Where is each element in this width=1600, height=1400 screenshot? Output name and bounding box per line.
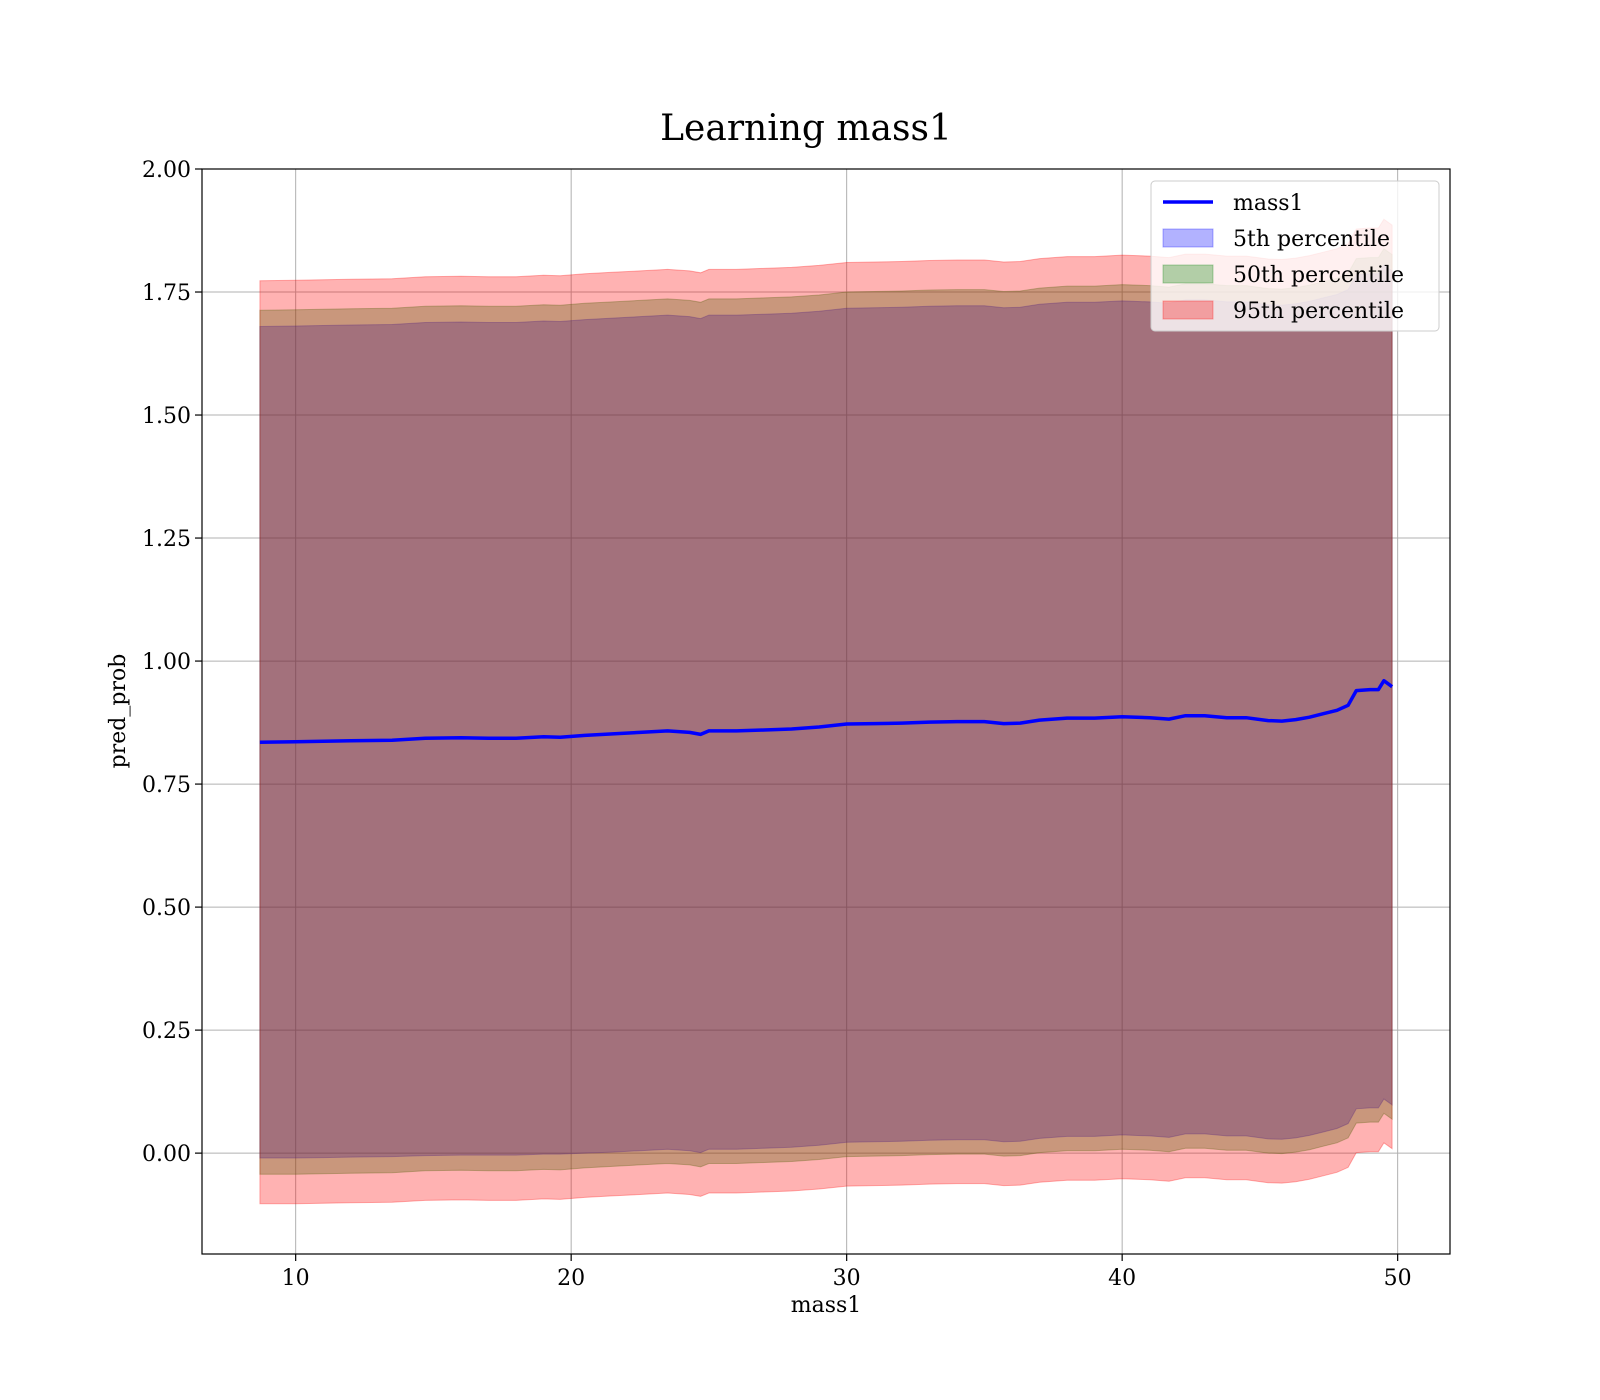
y-tick-label: 0.25 [142, 1019, 191, 1044]
legend-box [1150, 180, 1440, 332]
band-50th-percentile [259, 247, 1393, 1175]
band-5th-percentile [259, 264, 1393, 1159]
series-lines [259, 678, 1394, 745]
line-mass1 [259, 678, 1394, 745]
x-tick-label: 10 [282, 1266, 310, 1291]
y-tick-label: 1.25 [142, 527, 191, 552]
grid [202, 168, 1450, 1254]
legend-label-50th-percentile: 50th percentile [1233, 263, 1404, 288]
y-tick-label: 0.75 [142, 773, 191, 798]
y-tick-label: 2.00 [142, 158, 191, 183]
legend-label-mass1: mass1 [1233, 191, 1304, 216]
x-tick-label: 30 [833, 1266, 861, 1291]
y-tick-label: 0.00 [142, 1142, 191, 1167]
y-tick-label: 1.50 [142, 404, 191, 429]
x-tick-label: 50 [1384, 1266, 1412, 1291]
x-axis-ticks: 10 20 30 40 50 [282, 1254, 1412, 1291]
legend-swatch-5th-percentile [1162, 228, 1214, 248]
y-tick-label: 1.75 [142, 281, 191, 306]
legend-swatch-50th-percentile [1162, 264, 1214, 284]
x-tick-label: 40 [1108, 1266, 1136, 1291]
percentile-bands [259, 218, 1393, 1205]
chart-title: Learning mass1 [660, 108, 952, 149]
legend: mass1 5th percentile 50th percentile 95th p… [1150, 180, 1440, 332]
plot-area [202, 169, 1450, 1254]
x-axis-label: mass1 [791, 1293, 862, 1318]
y-axis-label: pred_prob [106, 654, 131, 769]
legend-label-5th-percentile: 5th percentile [1233, 227, 1390, 252]
y-tick-label: 0.50 [142, 896, 191, 921]
x-tick-label: 20 [557, 1266, 585, 1291]
y-tick-label: 1.00 [142, 650, 191, 675]
band-95th-percentile [259, 218, 1393, 1205]
legend-swatch-95th-percentile [1162, 300, 1214, 320]
y-axis-ticks: 0.00 0.25 0.50 0.75 1.00 1.25 1.50 1.75 2.00 [142, 158, 202, 1167]
plot-frame [201, 168, 1451, 1255]
legend-label-95th-percentile: 95th percentile [1233, 299, 1404, 324]
